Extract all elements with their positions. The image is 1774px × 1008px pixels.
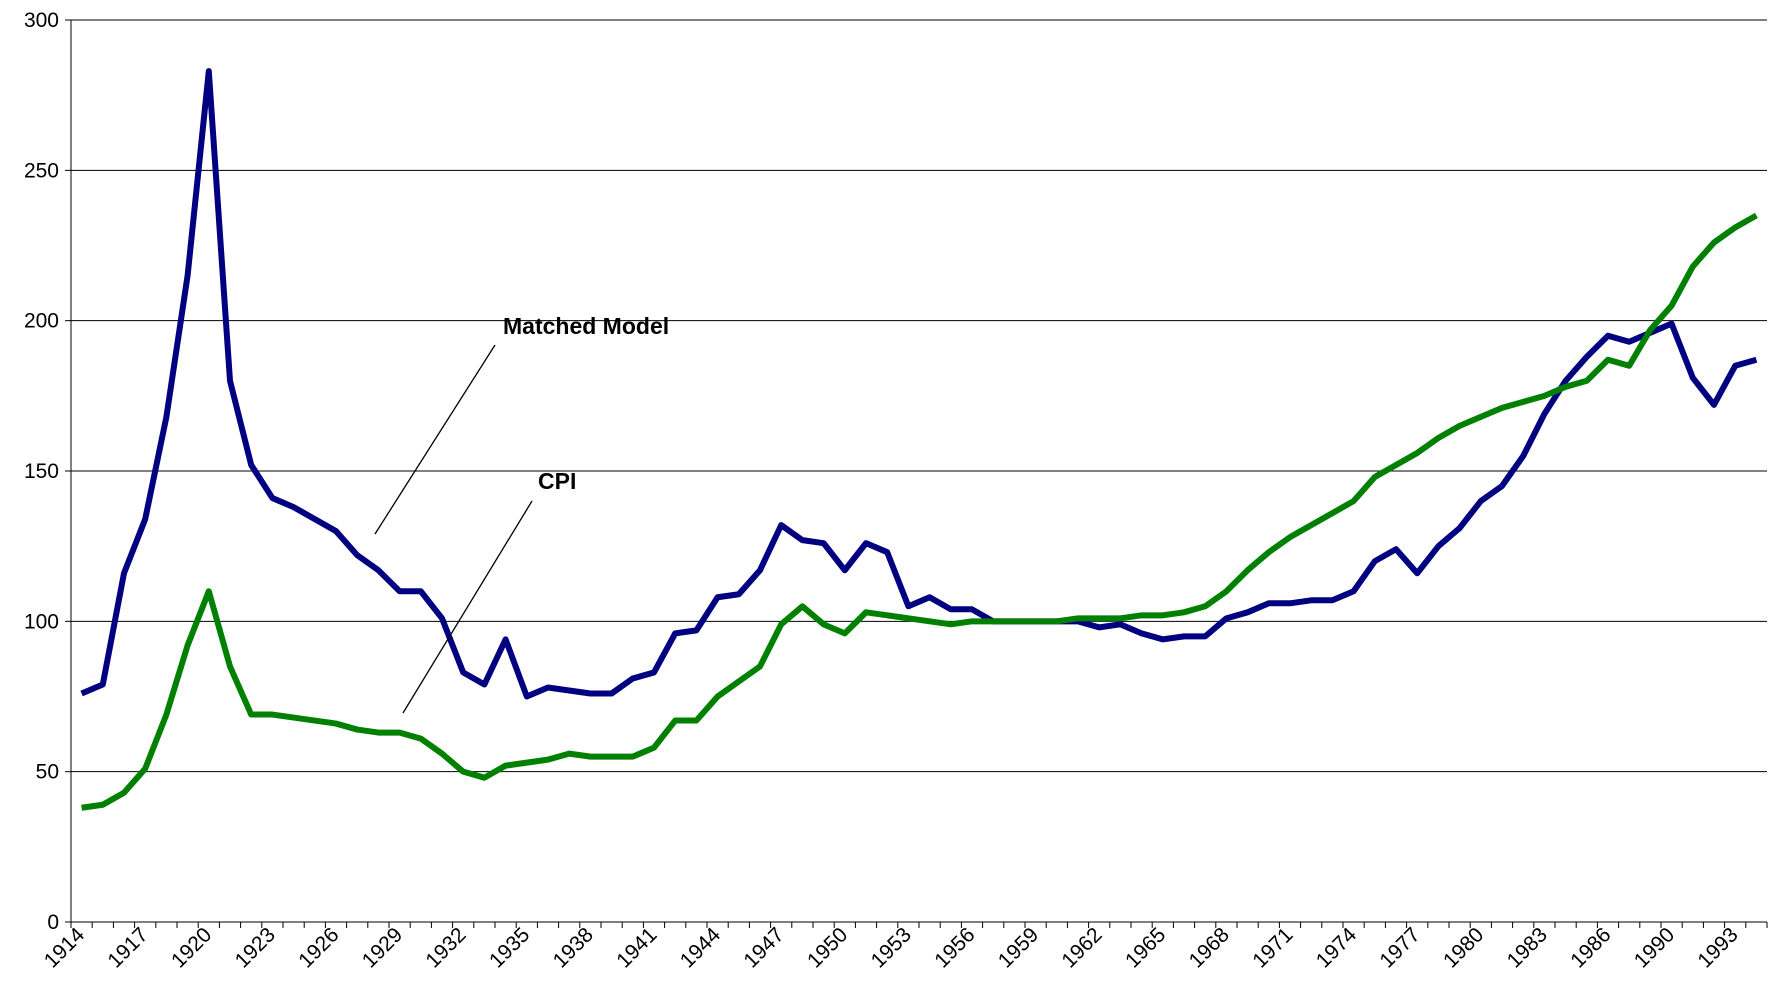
x-tick-label: 1977 [1375,923,1424,972]
annotation: Matched Model [503,313,669,339]
x-tick-label: 1923 [231,923,280,972]
x-tick-label: 1974 [1312,923,1362,973]
x-tick-label: 1917 [103,923,152,972]
x-tick-label: 1959 [994,923,1043,972]
x-tick-label: 1947 [739,923,788,972]
x-tick-label: 1935 [485,923,534,972]
annotation-leader [402,500,533,714]
y-tick-label: 200 [24,310,59,333]
x-tick-label: 1941 [612,923,661,972]
x-tick-label: 1971 [1248,923,1297,972]
x-tick-label: 1944 [676,923,726,973]
y-tick-label: 50 [36,761,59,784]
annotation-leader [374,344,496,535]
x-tick-label: 1926 [294,923,343,972]
x-tick-label: 1956 [930,923,979,972]
x-tick-label: 1990 [1630,923,1679,972]
x-tick-label: 1983 [1503,923,1552,972]
series-line [80,68,1758,700]
x-tick-label: 1950 [803,923,852,972]
x-tick-label: 1993 [1693,923,1742,972]
x-tick-label: 1968 [1185,923,1234,972]
annotation: CPI [538,468,576,494]
x-tick-label: 1986 [1566,923,1615,972]
x-tick-label: 1938 [549,923,598,972]
x-tick-label: 1953 [867,923,916,972]
x-tick-label: 1980 [1439,923,1488,972]
series-line [81,212,1758,811]
y-tick-label: 250 [24,159,59,182]
x-tick-label: 1932 [421,923,470,972]
x-tick-label: 1920 [167,923,216,972]
x-tick-label: 1962 [1057,923,1106,972]
y-tick-label: 0 [47,911,59,934]
y-tick-label: 150 [24,460,59,483]
x-tick-label: 1929 [358,923,407,972]
y-tick-label: 100 [24,610,59,633]
y-tick-label: 300 [24,9,59,32]
x-tick-label: 1965 [1121,923,1170,972]
